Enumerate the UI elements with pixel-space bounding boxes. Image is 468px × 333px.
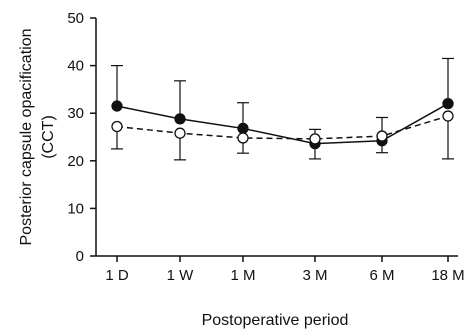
y-axis-title-line-2: (CCT) (40, 115, 57, 159)
y-axis-title-line-1: Posterior capsule opacification (18, 28, 35, 245)
x-tick-label: 6 M (369, 267, 394, 284)
y-tick-label: 30 (67, 105, 84, 122)
y-tick-label: 0 (76, 248, 84, 265)
data-point-filled (442, 98, 454, 110)
y-tick-label: 50 (67, 10, 84, 27)
data-point-open (111, 120, 123, 133)
data-point-open (309, 133, 321, 145)
y-axis-title: Posterior capsule opacification (CCT) (18, 28, 57, 245)
y-tick-label: 10 (67, 200, 84, 217)
x-tick-label: 3 M (302, 267, 327, 284)
series-layer (111, 57, 454, 161)
data-point-open (442, 110, 454, 122)
y-ticks: 0 10 20 30 40 50 (67, 10, 96, 265)
data-point-open (174, 127, 186, 139)
x-tick-label: 1 D (105, 267, 129, 284)
data-point-filled (111, 100, 123, 112)
data-point-filled (174, 113, 186, 125)
x-tick-label: 1 W (167, 267, 195, 284)
series-line-solid (116, 103, 449, 145)
series-line-dashed (116, 115, 449, 140)
data-point-filled (237, 122, 249, 135)
data-point-open (376, 130, 388, 142)
x-ticks: 1 D 1 W 1 M 3 M 6 M 18 M (105, 256, 465, 284)
y-tick-label: 40 (67, 58, 84, 75)
y-tick-label: 20 (67, 153, 84, 170)
x-tick-label: 18 M (431, 267, 464, 284)
axes (95, 18, 458, 257)
data-point-open (237, 132, 249, 144)
x-tick-label: 1 M (230, 267, 255, 284)
x-axis-title: Postoperative period (202, 312, 349, 329)
